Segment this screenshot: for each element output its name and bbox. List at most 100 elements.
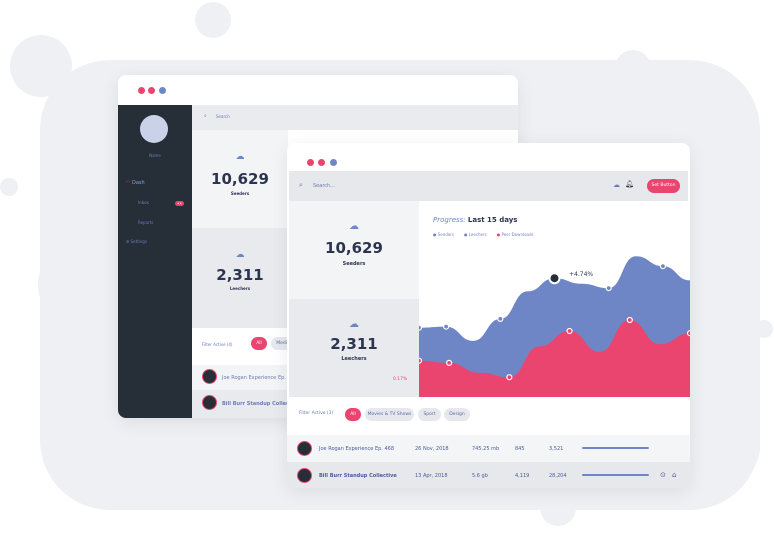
data-point[interactable] (686, 330, 691, 337)
table-row[interactable]: Joe Rogan Experience Ep. 468 26 Nov, 201… (287, 435, 690, 462)
data-point[interactable] (626, 316, 633, 324)
upload-icon: ☁ (349, 221, 359, 232)
search-bar[interactable]: ⌕ Search... ☁ 🔔︎ Set Button (289, 171, 688, 201)
download-icon: ☁ (235, 250, 245, 260)
stat-card-leechers: ☁ 2,311 Leechers 0.17% (289, 299, 419, 397)
data-point[interactable] (446, 359, 453, 367)
data-point[interactable] (497, 315, 504, 323)
row-downloads: 3,521 (549, 446, 564, 452)
data-point[interactable] (443, 323, 450, 330)
stat-value: 10,629 (211, 170, 269, 188)
decor-circle (755, 320, 773, 338)
stat-card-seeders: ☁ 10,629 Seeders (289, 201, 419, 299)
download-icon: ☁ (349, 319, 359, 330)
decor-circle (195, 2, 231, 38)
sidebar-item-settings[interactable]: ✲ Settings (126, 239, 147, 244)
avatar (297, 468, 312, 483)
row-title: Joe Rogan Experience Ep. 468 (319, 446, 395, 452)
inbox-badge: •• (175, 201, 184, 206)
sidebar-item-label: Inbox (138, 200, 149, 205)
search-bar[interactable]: ⌕ Search (192, 105, 518, 130)
stat-value: 10,629 (325, 239, 383, 257)
row-title: Bill Burr Standup Collective (319, 473, 397, 479)
decor-circle (685, 128, 703, 146)
decor-circle (10, 35, 72, 97)
decor-circle (70, 370, 88, 388)
stat-label: Leechers (229, 286, 251, 291)
data-point[interactable] (419, 357, 423, 364)
filter-sport[interactable]: Sport (418, 408, 441, 421)
row-uploads: 4,119 (515, 473, 530, 479)
chart-title: Progress: Last 15 days (433, 216, 517, 224)
stat-value: 2,311 (330, 335, 378, 353)
data-point[interactable] (566, 327, 573, 335)
row-progress-bar (582, 447, 649, 449)
row-progress-bar (582, 474, 649, 476)
sidebar-item-label: Dash (131, 180, 145, 186)
legend-peer-downloads: ● Peer Downloads (496, 232, 534, 237)
data-point[interactable] (605, 284, 612, 292)
chart-title-prefix: Progress: (433, 216, 466, 224)
row-size: 745.25 mb (472, 446, 500, 452)
sidebar-item-label: Reports (138, 220, 154, 225)
search-icon: ⌕ (204, 113, 207, 119)
series-area-leechers (419, 320, 690, 397)
chart-legend: ● Seeders ● Leechers ● Peer Downloads (433, 232, 534, 237)
row-size: 5.6 gb (472, 473, 488, 479)
pause-icon[interactable]: ⊙ (660, 471, 666, 479)
bell-icon[interactable]: 🔔︎ (625, 180, 634, 188)
filter-all[interactable]: All (345, 408, 361, 421)
sidebar-item-inbox[interactable]: Inbox (138, 200, 149, 205)
row-uploads: 845 (515, 446, 525, 452)
sidebar-item-dash[interactable]: ◠ Dash (126, 180, 145, 186)
row-title: Bill Burr Standup Collective (222, 401, 300, 407)
gear-icon: ✲ (126, 239, 130, 244)
sidebar-item-reports[interactable]: Reports (138, 220, 153, 225)
filter-movies[interactable]: Movies & TV Shows (365, 408, 414, 421)
gauge-icon: ◠ (126, 180, 131, 186)
sidebar: Name ◠ Dash Inbox •• Reports ✲ Settings (118, 105, 192, 418)
legend-seeders: ● Seeders (433, 232, 454, 237)
avatar (202, 369, 217, 384)
stat-card-leechers: ☁ 2,311 Leechers (192, 228, 288, 328)
filter-all[interactable]: All (251, 337, 267, 350)
legend-label: Leechers (468, 232, 487, 237)
window-dot (148, 87, 155, 94)
stat-label: Seeders (342, 261, 366, 267)
window-dot (159, 87, 166, 94)
row-date: 26 Nov, 2018 (415, 446, 449, 452)
upload-icon[interactable]: ☁ (613, 181, 620, 189)
stat-label: Seeders (230, 191, 250, 196)
decor-circle (700, 418, 760, 478)
row-date: 13 Apr, 2018 (415, 473, 448, 479)
decor-circle (615, 50, 651, 86)
area-chart (419, 256, 691, 397)
username: Name (149, 153, 161, 158)
delete-icon[interactable]: ⌂ (672, 471, 677, 479)
chart-annotation: +4.74% (569, 271, 594, 278)
search-placeholder: Search (216, 114, 230, 119)
data-point[interactable] (659, 263, 666, 270)
front-window: ⌕ Search... ☁ 🔔︎ Set Button ☁ 10,629 See… (287, 143, 690, 488)
table-row[interactable]: Bill Burr Standup Collective 13 Apr, 201… (287, 462, 690, 488)
header-button[interactable]: Set Button (647, 179, 680, 193)
decor-circle (540, 490, 576, 526)
stat-label: Leechers (341, 356, 367, 362)
window-dot (138, 87, 145, 94)
avatar[interactable] (140, 115, 168, 143)
upload-icon: ☁ (235, 152, 245, 162)
legend-leechers: ● Leechers (463, 232, 487, 237)
data-point[interactable] (419, 324, 423, 331)
decor-circle (38, 245, 118, 325)
highlight-point[interactable] (548, 272, 561, 285)
filter-design[interactable]: Design (444, 408, 470, 421)
data-point[interactable] (506, 374, 513, 381)
row-title: Joe Rogan Experience Ep. 468 (222, 375, 298, 381)
chart-title-range: Last 15 days (467, 216, 518, 224)
window-dot (307, 159, 314, 166)
legend-label: Peer Downloads (501, 232, 534, 237)
window-dot (330, 159, 337, 166)
search-placeholder: Search... (313, 183, 335, 189)
stat-change: 0.17% (393, 377, 408, 382)
avatar (202, 395, 217, 410)
